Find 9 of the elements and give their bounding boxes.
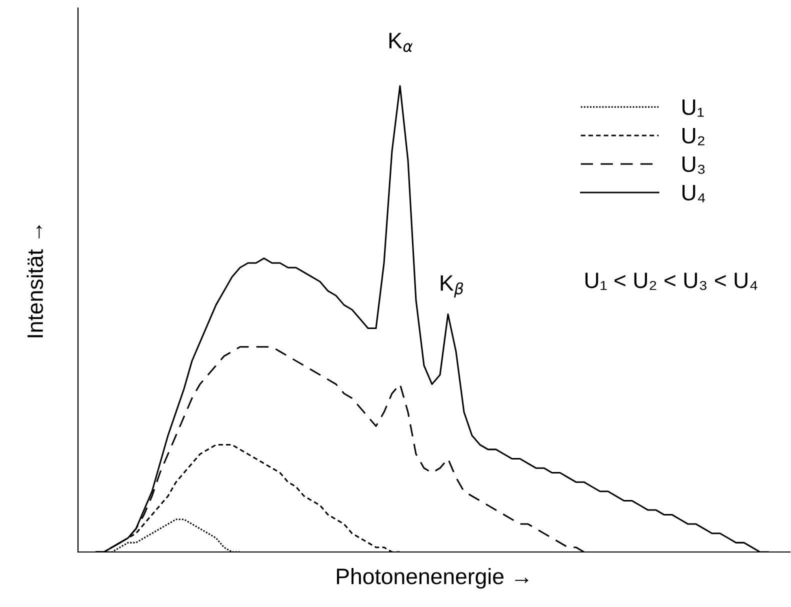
x-axis-title: Photonenenergie → [336,568,528,589]
legend-label: U₃ [682,156,705,174]
legend-label: U₁ [682,100,704,117]
annotation: K$_{β}$ [440,275,464,298]
legend-label: U₂ [682,128,704,146]
annotation: U₁ < U₂ < U₃ < U₄ [585,272,758,290]
y-axis-title: Intensität → [26,225,44,338]
text: K$_{α}$ [389,32,413,52]
legend-label: U₄ [682,185,706,202]
